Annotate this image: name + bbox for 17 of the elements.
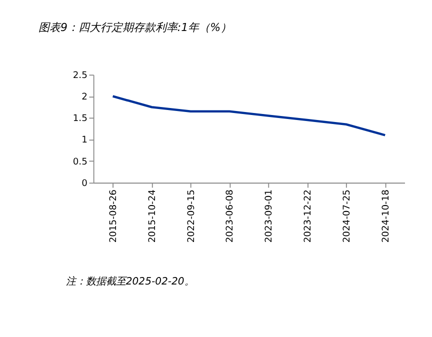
y-tick-label: 0 bbox=[82, 178, 88, 189]
x-tick-label: 2023-06-08 bbox=[226, 189, 236, 243]
line-series bbox=[112, 95, 386, 136]
y-tick-label: 1 bbox=[82, 136, 88, 146]
text: 注：数据截至2025-02-20。 bbox=[66, 275, 194, 288]
x-tick-label: 2023-12-22 bbox=[304, 190, 314, 243]
chart-title: 图表9：四大行定期存款利率:1年（%） bbox=[38, 20, 232, 34]
y-tick-label: 2 bbox=[82, 92, 88, 102]
x-tick-label: 2015-08-26 bbox=[109, 189, 120, 243]
x-tick-label: 2024-07-25 bbox=[342, 189, 352, 243]
y-tick-label: 0.5 bbox=[72, 157, 88, 168]
x-tick-label: 2024-10-18 bbox=[381, 189, 392, 243]
x-tick-label: 2015-10-24 bbox=[148, 189, 158, 243]
x-tick-label: 2023-09-01 bbox=[264, 190, 275, 243]
y-tick-label: 1.5 bbox=[72, 114, 88, 124]
y-tick-label: 2.5 bbox=[72, 70, 88, 81]
x-tick-label: 2022-09-15 bbox=[186, 189, 197, 243]
